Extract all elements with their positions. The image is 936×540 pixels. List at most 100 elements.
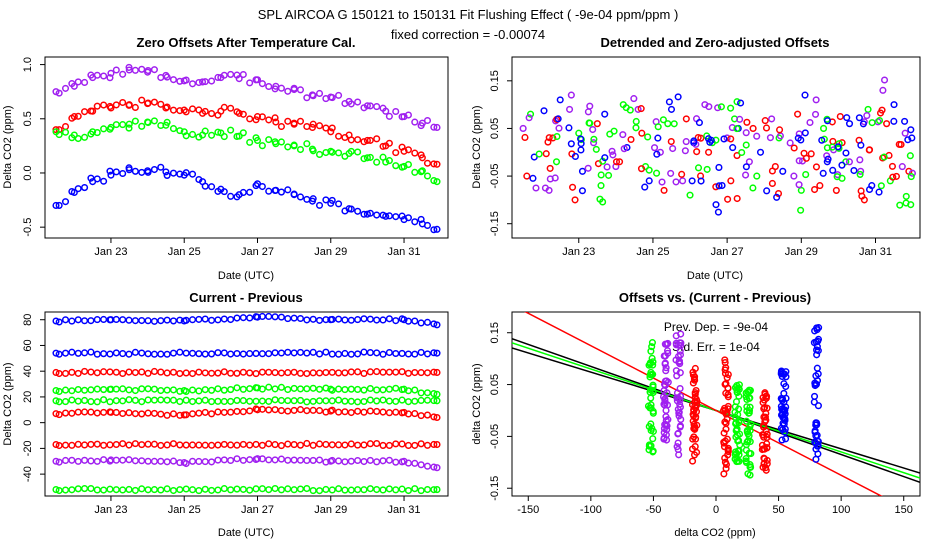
y-tick-label: -0.05: [489, 164, 501, 189]
data-point-red: [265, 368, 273, 376]
data-point-red: [328, 124, 336, 132]
data-point-purple: [303, 456, 311, 465]
data-point-purple: [214, 456, 222, 464]
data-point-red: [878, 106, 886, 114]
x-tick-label: Jan 27: [241, 504, 274, 516]
data-point-red: [131, 440, 139, 448]
y-axis-label: Delta CO2 (ppm): [2, 362, 14, 445]
data-point-green: [81, 485, 89, 493]
data-point-green: [535, 150, 543, 158]
data-point-blue: [779, 167, 787, 175]
cluster-point: [778, 396, 786, 404]
data-point-red: [727, 135, 735, 143]
cluster-point: [760, 405, 768, 413]
data-point-purple: [328, 94, 336, 102]
data-point-blue: [106, 350, 114, 358]
cluster-point: [673, 397, 681, 405]
data-point-green: [875, 117, 884, 125]
data-point-red: [373, 407, 381, 415]
cluster-point: [689, 457, 697, 465]
data-point-blue: [843, 114, 851, 122]
data-point-purple: [650, 144, 659, 152]
data-point-red: [309, 441, 317, 449]
data-point-green: [373, 397, 381, 405]
data-point-red: [433, 160, 441, 168]
data-point-purple: [795, 181, 803, 189]
data-point-purple: [246, 79, 254, 87]
data-point-blue: [74, 316, 82, 324]
data-point-red: [157, 100, 165, 108]
data-point-green: [220, 386, 228, 394]
data-point-purple: [198, 78, 207, 86]
data-point-purple: [93, 71, 101, 79]
data-point-red: [176, 369, 184, 378]
y-tick-label: 0: [22, 420, 34, 426]
data-point-purple: [634, 105, 642, 113]
data-point-red: [52, 410, 60, 418]
data-point-blue: [373, 211, 381, 219]
cluster-point: [676, 422, 685, 430]
data-point-red: [724, 195, 732, 203]
data-point-green: [163, 396, 171, 404]
data-point-blue: [360, 315, 368, 323]
data-point-green: [119, 121, 127, 129]
data-point-blue: [567, 140, 575, 148]
data-point-red: [315, 440, 324, 448]
data-point-blue: [271, 349, 279, 357]
cluster-point: [742, 458, 750, 466]
data-point-blue: [379, 211, 387, 219]
data-point-green: [119, 486, 127, 494]
cluster-point: [647, 442, 655, 450]
data-point-red: [327, 128, 335, 136]
data-point-red: [423, 411, 432, 419]
data-point-green: [309, 487, 317, 495]
data-point-red: [347, 408, 355, 417]
data-point-green: [182, 396, 190, 404]
data-point-green: [74, 397, 82, 405]
data-point-green: [411, 485, 419, 493]
data-point-green: [644, 133, 652, 141]
cluster-point: [674, 445, 682, 454]
data-point-purple: [176, 77, 184, 85]
data-point-red: [246, 369, 254, 377]
data-point-purple: [258, 455, 266, 463]
data-point-blue: [859, 120, 867, 128]
data-point-blue: [423, 318, 432, 326]
data-point-green: [335, 149, 343, 157]
data-point-green: [322, 397, 330, 405]
data-point-green: [239, 129, 247, 137]
data-point-purple: [55, 89, 63, 97]
data-point-green: [404, 160, 412, 169]
data-point-red: [290, 406, 298, 414]
data-point-green: [404, 387, 412, 395]
data-point-blue: [150, 317, 158, 325]
data-point-purple: [857, 167, 865, 175]
cluster-point: [810, 392, 819, 400]
data-point-green: [797, 206, 805, 214]
data-point-purple: [271, 456, 279, 464]
data-point-blue: [392, 213, 400, 221]
data-point-green: [902, 192, 910, 200]
data-point-blue: [554, 115, 562, 123]
data-point-blue: [904, 136, 912, 144]
y-tick-label: -0.15: [489, 211, 501, 236]
data-point-red: [284, 407, 292, 415]
cluster-point: [649, 358, 657, 366]
data-point-blue: [423, 350, 432, 358]
data-point-red: [188, 369, 197, 378]
data-point-blue: [335, 200, 343, 208]
data-point-red: [616, 158, 624, 166]
data-point-red: [335, 132, 343, 140]
data-point-red: [807, 150, 815, 158]
data-point-red: [545, 134, 553, 142]
data-point-green: [93, 129, 101, 137]
data-point-red: [272, 118, 280, 126]
data-point-green: [290, 397, 298, 405]
data-point-green: [366, 153, 374, 161]
data-point-green: [138, 385, 146, 393]
data-point-green: [195, 397, 203, 405]
data-point-green: [176, 127, 184, 135]
cluster-point: [676, 360, 684, 368]
x-tick-label: Jan 29: [785, 246, 818, 258]
data-point-red: [411, 368, 419, 377]
